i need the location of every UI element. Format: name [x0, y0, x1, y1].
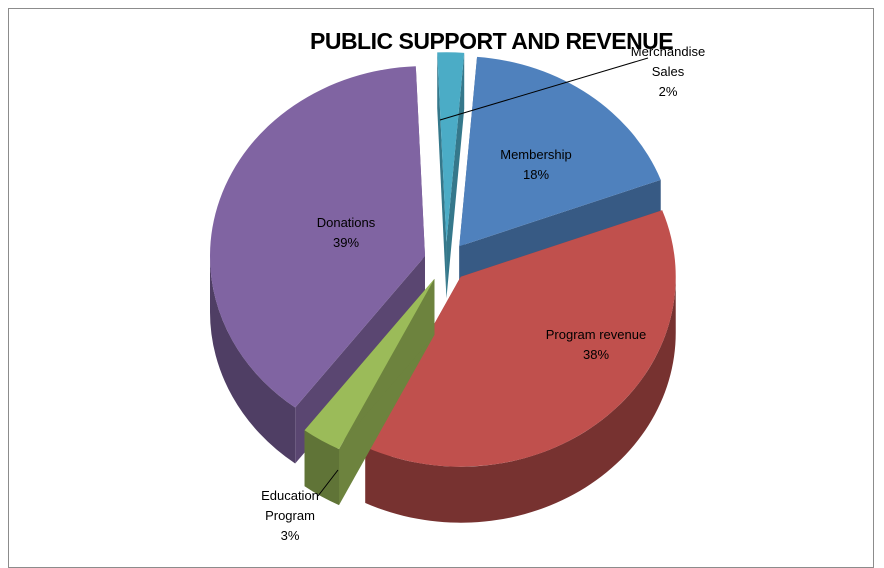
data-label-donations: Donations 39%: [317, 215, 376, 250]
leader-line-education-program: [317, 469, 339, 497]
slice-program-revenue: [365, 210, 676, 523]
chart-title: PUBLIC SUPPORT AND REVENUE: [310, 28, 674, 54]
data-label-program-revenue: Program revenue 38%: [546, 327, 646, 362]
data-label-membership: Membership 18%: [500, 147, 572, 182]
slice-education-program: [304, 278, 435, 506]
data-label-merchandise-sales: Merchandise Sales 2%: [631, 44, 705, 99]
pie-chart: Merchandise Sales 2% Membership 18% Program r…: [210, 44, 705, 543]
data-label-education-program: Education Program 3%: [261, 488, 319, 543]
leader-line-merchandise-sales: [439, 57, 649, 121]
